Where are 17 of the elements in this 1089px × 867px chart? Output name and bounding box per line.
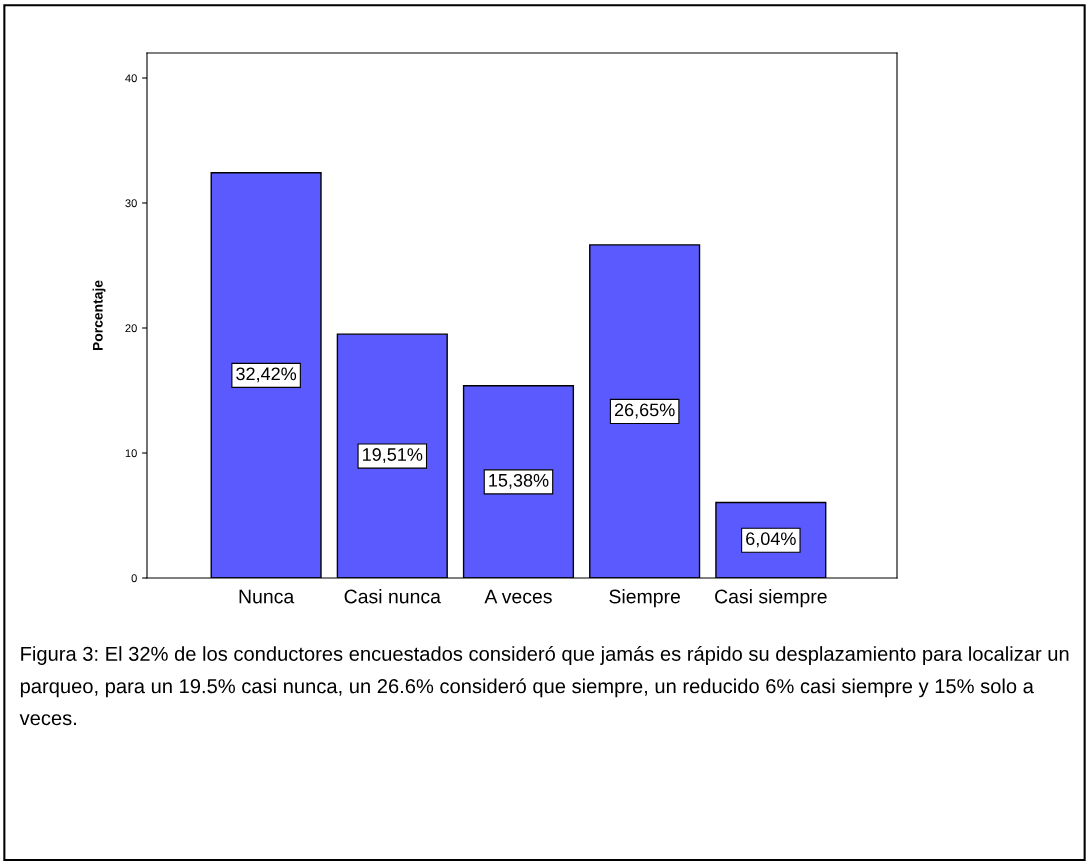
x-tick-label: A veces xyxy=(484,589,552,604)
y-tick-label: 10 xyxy=(125,449,137,458)
data-label: 6,04% xyxy=(746,532,796,548)
text: Figura 3: El 32% de los conductores encuestados consideró que jamás es rápido su desplazamiento para localizar un parqueo, para un 19.5% casi nunca, un 26.6% consideró que siempre, un reducido 6% casi siempre y 15% solo a veces. xyxy=(19,645,1069,726)
data-label: 32,42% xyxy=(236,367,297,383)
x-tick-label: Casi nunca xyxy=(344,589,441,604)
y-tick-label: 40 xyxy=(125,74,137,83)
y-tick-label: 0 xyxy=(131,574,137,583)
y-axis-title: Porcentaje xyxy=(92,280,106,351)
y-tick-label: 30 xyxy=(125,199,137,208)
x-tick-label: Casi siempre xyxy=(715,589,827,608)
x-tick-label: Nunca xyxy=(239,589,295,604)
data-label: 26,65% xyxy=(614,403,675,419)
data-label: 19,51% xyxy=(363,448,423,464)
x-tick-label: Siempre xyxy=(609,589,680,608)
y-tick-label: 20 xyxy=(125,324,137,333)
data-label: 15,38% xyxy=(489,473,549,489)
